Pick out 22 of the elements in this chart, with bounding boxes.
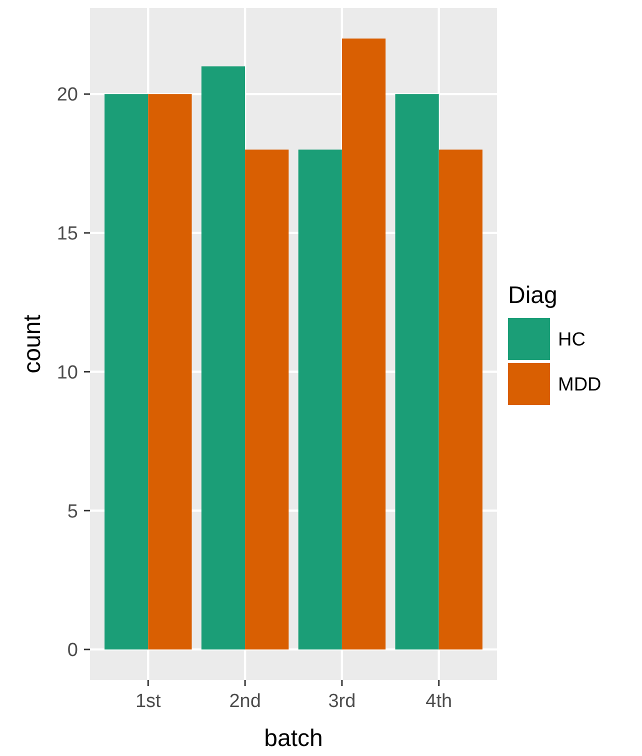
- bar: [298, 150, 342, 650]
- x-tick-label: 2nd: [229, 691, 261, 712]
- bar: [245, 150, 289, 650]
- y-axis-title: count: [19, 314, 46, 374]
- y-tick-label: 0: [67, 640, 78, 662]
- y-tick-label: 15: [56, 224, 78, 245]
- legend-label: HC: [558, 330, 586, 351]
- bar: [342, 38, 386, 650]
- legend-title: Diag: [508, 282, 558, 309]
- legend-label: MDD: [558, 374, 602, 396]
- bar: [395, 94, 439, 650]
- bar: [201, 66, 246, 650]
- y-tick-label: 20: [56, 84, 78, 106]
- x-tick-label: 1st: [135, 691, 162, 712]
- x-axis-title: batch: [264, 725, 323, 752]
- y-tick-label: 5: [67, 501, 78, 522]
- bar: [148, 94, 192, 650]
- bar: [438, 150, 482, 650]
- x-tick-label: 4th: [426, 691, 452, 712]
- bar: [104, 94, 148, 650]
- x-tick-label: 3rd: [328, 691, 356, 712]
- y-tick-label: 10: [56, 362, 78, 384]
